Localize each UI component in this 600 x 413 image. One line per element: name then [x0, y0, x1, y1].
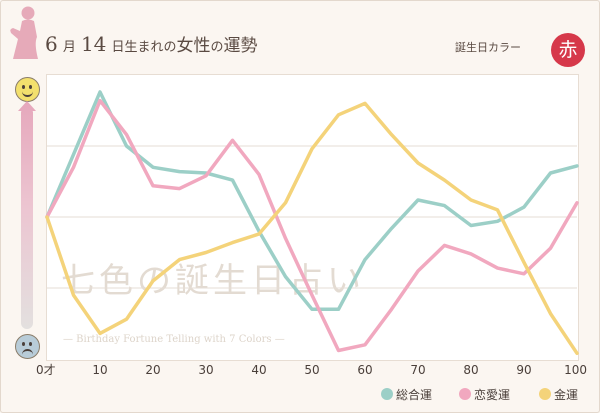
series-line-0: [45, 90, 579, 312]
legend-label-general: 総合運: [396, 388, 433, 402]
x-tick-label-10: 100: [564, 363, 587, 377]
title-possessive: の: [210, 40, 224, 55]
legend-swatch-general: [381, 388, 393, 400]
x-tick-label-9: 90: [516, 363, 531, 377]
legend-label-money: 金運: [554, 388, 579, 402]
legend-item-general: 総合運: [381, 386, 432, 403]
birth-color-label: 誕生日カラー: [455, 41, 521, 54]
legend-swatch-love: [459, 388, 471, 400]
x-tick-label-2: 20: [145, 363, 160, 377]
title-month-unit: 月: [62, 40, 76, 55]
silhouette-icon: [10, 6, 38, 59]
birth-color-badge: 赤: [551, 33, 585, 67]
title-day-number: 14: [80, 32, 107, 56]
x-tick-label-8: 80: [463, 363, 478, 377]
legend-item-love: 恋愛運: [459, 386, 510, 403]
legend-label-love: 恋愛運: [474, 388, 511, 402]
title-month-number: 6: [45, 32, 58, 56]
sad-face-icon: [15, 334, 40, 359]
page-title: 6 月 14 日生まれの女性の運勢: [45, 31, 258, 56]
x-tick-label-1: 10: [92, 363, 107, 377]
x-tick-label-3: 30: [198, 363, 213, 377]
fortune-scale-bar: [21, 107, 33, 329]
header: 6 月 14 日生まれの女性の運勢 誕生日カラー 赤: [1, 1, 599, 67]
scale-arrow-icon: [18, 101, 36, 111]
title-day-suffix: 日生まれの: [111, 40, 177, 55]
series-line-1: [45, 98, 579, 353]
series-line-2: [45, 101, 579, 356]
legend-item-money: 金運: [539, 386, 578, 403]
x-tick-label-6: 60: [357, 363, 372, 377]
x-tick-label-5: 50: [304, 363, 319, 377]
x-tick-label-0: 0才: [36, 363, 56, 377]
x-tick-label-7: 70: [410, 363, 425, 377]
x-tick-label-4: 40: [251, 363, 266, 377]
title-topic: 運勢: [223, 36, 258, 56]
title-subject: 女性: [176, 36, 211, 56]
legend-swatch-money: [539, 388, 551, 400]
